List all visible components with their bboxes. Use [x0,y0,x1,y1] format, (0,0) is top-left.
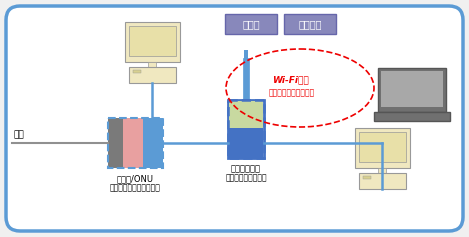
Bar [133,70,141,73]
Bar [378,168,386,173]
Bar [363,176,371,179]
FancyBboxPatch shape [6,6,463,231]
Text: スマホ: スマホ [242,19,260,29]
Bar [143,118,163,168]
Bar [374,112,450,121]
Text: 回線: 回線 [14,130,25,139]
Text: 無線ルーター: 無線ルーター [231,164,261,173]
Text: モデム/ONU: モデム/ONU [117,174,154,183]
Bar [355,128,410,168]
Bar [228,100,264,158]
Bar [108,118,163,168]
Bar [225,14,277,34]
Bar [108,118,123,168]
Bar [381,71,443,107]
Bar [228,100,264,158]
Bar [244,50,248,60]
Bar [229,101,263,128]
Bar [129,67,176,83]
Text: ゲーム機: ゲーム機 [298,19,322,29]
Text: （ルーター・ハブ内蔵）: （ルーター・ハブ内蔵） [110,183,161,192]
Bar [378,68,446,112]
Text: Wi-Fi電波: Wi-Fi電波 [272,76,309,85]
Bar [359,132,406,162]
Text: （複数台同時接続可）: （複数台同時接続可） [269,88,315,97]
Bar [148,62,156,67]
Bar [229,128,263,158]
Bar [243,58,249,102]
Bar [125,22,180,62]
Bar [359,173,406,189]
Bar [129,26,176,56]
Text: （ブリッジモード）: （ブリッジモード） [225,173,267,182]
Bar [284,14,336,34]
Bar [123,118,143,168]
